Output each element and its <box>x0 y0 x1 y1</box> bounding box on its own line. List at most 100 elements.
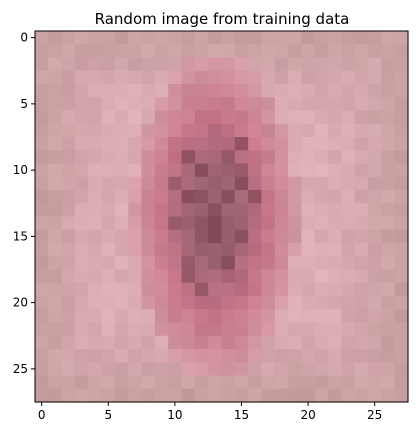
image-pixel <box>314 243 329 257</box>
image-pixel <box>341 243 356 257</box>
image-pixel <box>154 216 169 231</box>
image-pixel <box>208 282 223 297</box>
image-pixel <box>194 176 209 191</box>
image-pixel <box>234 123 249 138</box>
image-pixel <box>74 269 89 284</box>
image-pixel <box>274 123 289 138</box>
image-pixel <box>381 123 396 138</box>
image-pixel <box>208 44 223 59</box>
image-pixel <box>101 335 116 350</box>
image-pixel <box>274 309 289 324</box>
image-pixel <box>248 282 263 297</box>
image-pixel <box>208 70 223 85</box>
image-pixel <box>35 335 49 350</box>
image-pixel <box>114 190 129 204</box>
image-pixel <box>234 44 249 59</box>
image-pixel <box>181 137 196 151</box>
image-pixel <box>328 269 342 284</box>
image-pixel <box>381 256 396 271</box>
image-pixel <box>354 216 369 231</box>
image-pixel <box>288 57 303 72</box>
image-pixel <box>181 70 196 85</box>
image-pixel <box>341 296 356 310</box>
image-pixel <box>341 203 356 218</box>
image-pixel <box>248 335 263 350</box>
image-pixel <box>301 216 316 231</box>
image-pixel <box>128 70 143 85</box>
image-pixel <box>101 84 116 98</box>
image-pixel <box>114 123 129 138</box>
image-pixel <box>368 269 382 284</box>
image-pixel <box>61 137 76 151</box>
image-pixel <box>61 31 76 45</box>
image-pixel <box>168 269 183 284</box>
image-pixel <box>381 296 396 310</box>
image-pixel <box>394 309 409 324</box>
image-pixel <box>261 150 276 165</box>
image-pixel <box>248 269 263 284</box>
image-pixel <box>314 349 329 363</box>
image-pixel <box>128 216 143 231</box>
image-pixel <box>248 309 263 324</box>
image-pixel <box>394 44 409 59</box>
image-pixel <box>234 110 249 125</box>
image-pixel <box>194 282 209 297</box>
image-pixel <box>101 296 116 310</box>
image-pixel <box>74 31 89 45</box>
image-pixel <box>261 97 276 112</box>
image-pixel <box>128 335 143 350</box>
image-pixel <box>101 322 116 337</box>
image-pixel <box>221 70 236 85</box>
image-pixel <box>328 229 342 244</box>
y-tick-label: 0 <box>20 31 28 45</box>
image-pixel <box>288 322 303 337</box>
image-pixel <box>74 256 89 271</box>
image-pixel <box>394 256 409 271</box>
image-pixel <box>274 176 289 191</box>
image-pixel <box>128 110 143 125</box>
image-pixel <box>354 349 369 363</box>
y-tick-label: 20 <box>13 296 28 310</box>
image-pixel <box>301 190 316 204</box>
image-pixel <box>314 256 329 271</box>
image-pixel <box>394 70 409 85</box>
image-pixel <box>301 362 316 377</box>
image-pixel <box>88 123 103 138</box>
image-pixel <box>141 84 156 98</box>
image-pixel <box>301 269 316 284</box>
image-pixel <box>101 282 116 297</box>
image-pixel <box>381 282 396 297</box>
image-pixel <box>181 296 196 310</box>
image-pixel <box>234 31 249 45</box>
image-pixel <box>341 150 356 165</box>
image-pixel <box>168 335 183 350</box>
image-pixel <box>48 296 63 310</box>
image-pixel <box>328 190 342 204</box>
x-tick-label: 0 <box>38 408 46 422</box>
image-pixel <box>234 216 249 231</box>
image-pixel <box>288 335 303 350</box>
image-pixel <box>154 282 169 297</box>
image-pixel <box>328 150 342 165</box>
image-pixel <box>194 44 209 59</box>
image-pixel <box>354 150 369 165</box>
image-pixel <box>234 362 249 377</box>
image-pixel <box>181 309 196 324</box>
image-pixel <box>168 110 183 125</box>
image-pixel <box>261 110 276 125</box>
image-pixel <box>221 296 236 310</box>
image-pixel <box>101 123 116 138</box>
image-pixel <box>181 375 196 390</box>
image-pixel <box>74 322 89 337</box>
image-pixel <box>35 57 49 72</box>
image-pixel <box>394 282 409 297</box>
image-pixel <box>381 243 396 257</box>
image-pixel <box>314 110 329 125</box>
image-pixel <box>354 176 369 191</box>
image-pixel <box>288 243 303 257</box>
image-pixel <box>168 362 183 377</box>
image-pixel <box>341 190 356 204</box>
image-pixel <box>234 190 249 204</box>
image-pixel <box>381 362 396 377</box>
image-pixel <box>154 375 169 390</box>
